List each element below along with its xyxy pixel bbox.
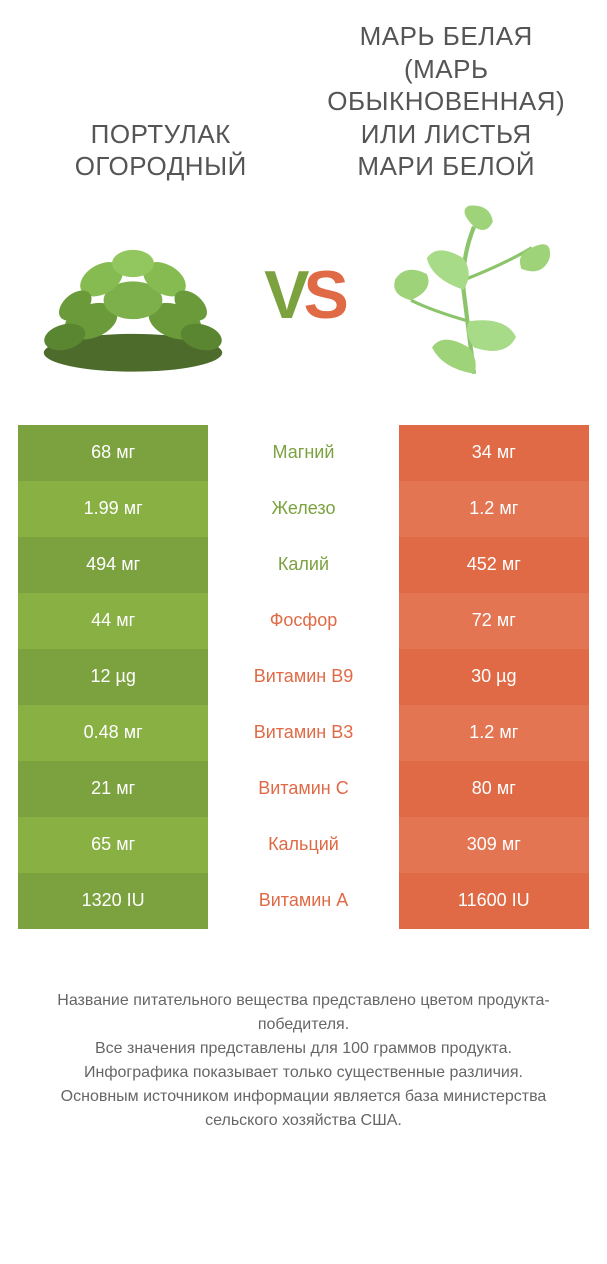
nutrient-label: Магний	[208, 425, 398, 481]
value-right: 1.2 мг	[399, 705, 589, 761]
value-right: 11600 IU	[399, 873, 589, 929]
footer-line: Все значения представлены для 100 граммо…	[28, 1037, 579, 1061]
nutrient-label: Витамин B9	[208, 649, 398, 705]
vs-row: VS	[18, 205, 589, 385]
footer-notes: Название питательного вещества представл…	[18, 989, 589, 1133]
value-left: 0.48 мг	[18, 705, 208, 761]
footer-line: Основным источником информации является …	[28, 1085, 579, 1133]
nutrient-label: Витамин C	[208, 761, 398, 817]
value-right: 72 мг	[399, 593, 589, 649]
footer-line: Название питательного вещества представл…	[28, 989, 579, 1037]
table-row: 1.99 мг Железо 1.2 мг	[18, 481, 589, 537]
value-left: 494 мг	[18, 537, 208, 593]
title-right: МАРЬ БЕЛАЯ (МАРЬ ОБЫКНОВЕННАЯ) ИЛИ ЛИСТЬ…	[321, 20, 572, 183]
title-left: ПОРТУЛАК ОГОРОДНЫЙ	[35, 118, 286, 183]
value-left: 12 µg	[18, 649, 208, 705]
header-row: ПОРТУЛАК ОГОРОДНЫЙ МАРЬ БЕЛАЯ (МАРЬ ОБЫК…	[18, 20, 589, 183]
plant-left-image	[28, 205, 238, 385]
value-left: 68 мг	[18, 425, 208, 481]
value-left: 1320 IU	[18, 873, 208, 929]
value-right: 309 мг	[399, 817, 589, 873]
table-row: 12 µg Витамин B9 30 µg	[18, 649, 589, 705]
table-row: 65 мг Кальций 309 мг	[18, 817, 589, 873]
value-left: 44 мг	[18, 593, 208, 649]
value-right: 1.2 мг	[399, 481, 589, 537]
vs-label: VS	[264, 256, 343, 334]
nutrient-label: Витамин B3	[208, 705, 398, 761]
table-row: 0.48 мг Витамин B3 1.2 мг	[18, 705, 589, 761]
value-right: 452 мг	[399, 537, 589, 593]
nutrient-label: Железо	[208, 481, 398, 537]
nutrient-label: Калий	[208, 537, 398, 593]
value-left: 1.99 мг	[18, 481, 208, 537]
value-right: 80 мг	[399, 761, 589, 817]
vs-v: V	[264, 257, 303, 333]
nutrient-label: Витамин A	[208, 873, 398, 929]
table-row: 1320 IU Витамин A 11600 IU	[18, 873, 589, 929]
value-right: 30 µg	[399, 649, 589, 705]
nutrient-label: Фосфор	[208, 593, 398, 649]
value-left: 21 мг	[18, 761, 208, 817]
value-left: 65 мг	[18, 817, 208, 873]
value-right: 34 мг	[399, 425, 589, 481]
table-row: 494 мг Калий 452 мг	[18, 537, 589, 593]
vs-s: S	[304, 257, 343, 333]
nutrient-label: Кальций	[208, 817, 398, 873]
plant-right-image	[369, 205, 579, 385]
comparison-table: 68 мг Магний 34 мг 1.99 мг Железо 1.2 мг…	[18, 425, 589, 929]
table-row: 44 мг Фосфор 72 мг	[18, 593, 589, 649]
table-row: 68 мг Магний 34 мг	[18, 425, 589, 481]
table-row: 21 мг Витамин C 80 мг	[18, 761, 589, 817]
footer-line: Инфографика показывает только существенн…	[28, 1061, 579, 1085]
